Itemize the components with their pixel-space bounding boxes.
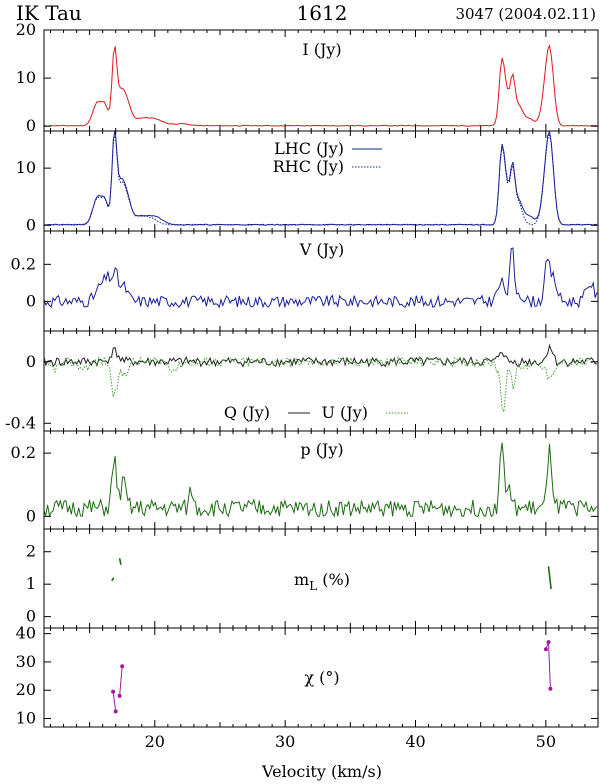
panel-frame-chi xyxy=(43,627,599,728)
y-tick-label-LHC-RHC-1: 10 xyxy=(16,158,36,177)
panel-label-suffix: (%) xyxy=(317,570,350,589)
x-tick-label-0: 20 xyxy=(145,732,165,751)
segment-mL-0 xyxy=(111,577,115,582)
panel-V: 0 0.2 V (Jy) xyxy=(11,230,599,332)
series-line-QU-0 xyxy=(44,343,598,368)
legend-label-0: LHC (Jy) xyxy=(274,139,344,158)
ticks-p xyxy=(44,431,599,529)
x-tick-label-2: 40 xyxy=(405,732,425,751)
x-tick-label-1: 30 xyxy=(275,732,295,751)
x-tick-label-3: 50 xyxy=(536,732,556,751)
y-tick-label-LHC-RHC-0: 0 xyxy=(26,215,36,234)
point-chi-0-1 xyxy=(113,709,118,714)
panel-label-I: I (Jy) xyxy=(302,40,341,59)
series-line-LHC-RHC-0 xyxy=(44,131,598,226)
point-chi-2-0 xyxy=(543,647,548,652)
panel-label-p: p (Jy) xyxy=(300,440,343,459)
series-line-QU-1 xyxy=(44,355,598,414)
y-tick-label-V-0: 0 xyxy=(26,291,36,310)
panel-p: 0 0.2 p (Jy) xyxy=(11,430,599,530)
ticks-V xyxy=(44,231,599,331)
segment-mL-2 xyxy=(547,566,552,590)
y-tick-label-I-2: 20 xyxy=(16,20,36,39)
maser-line: 1612 xyxy=(297,1,348,25)
point-chi-0-0 xyxy=(111,689,116,694)
y-tick-label-I-1: 10 xyxy=(16,68,36,87)
series-line-V-0 xyxy=(44,247,598,309)
point-chi-1-1 xyxy=(120,664,125,669)
x-tick-labels: 20 30 40 50 xyxy=(145,732,556,751)
y-tick-label-chi-1: 20 xyxy=(16,680,36,699)
segment-chi-1 xyxy=(119,666,123,696)
y-tick-label-QU-1: -0.4 xyxy=(5,413,36,432)
legend-label-1: U (Jy) xyxy=(321,403,368,422)
y-tick-label-chi-0: 10 xyxy=(16,709,36,728)
y-tick-label-p-1: 0.2 xyxy=(11,443,36,462)
y-tick-label-I-0: 0 xyxy=(26,116,36,135)
segment-chi-0 xyxy=(112,691,117,712)
y-tick-label-mL-1: 1 xyxy=(26,574,36,593)
segment-mL-1 xyxy=(118,558,122,565)
panel-label-sub: L xyxy=(309,579,317,593)
point-chi-2-2 xyxy=(548,686,553,691)
star-name: IK Tau xyxy=(16,1,82,25)
panel-label-chi: χ (°) xyxy=(304,668,339,687)
x-axis-title: Velocity (km/s) xyxy=(261,762,382,781)
series-line-I-0 xyxy=(44,43,598,127)
panel-label-mL: mL (%) xyxy=(294,570,350,593)
y-tick-label-chi-2: 30 xyxy=(16,652,36,671)
legend-label-0: Q (Jy) xyxy=(224,403,270,422)
panel-I: 0 10 20 I (Jy) xyxy=(16,20,599,135)
y-tick-label-mL-2: 2 xyxy=(26,542,36,561)
panel-chi: 10 20 30 40 χ (°) xyxy=(16,624,599,728)
y-tick-label-V-1: 0.2 xyxy=(11,254,36,273)
ticks-chi xyxy=(44,628,599,727)
ticks-LHC-RHC xyxy=(44,131,599,231)
panel-mL: 0 1 2 mL (%) xyxy=(26,528,599,629)
epoch-label: 3047 (2004.02.11) xyxy=(455,5,596,23)
y-tick-label-QU-0: 0 xyxy=(26,352,36,371)
panel-QU: 0 -0.4 Q (Jy) U (Jy) xyxy=(5,330,599,432)
panel-label-V: V (Jy) xyxy=(299,240,345,259)
y-tick-label-p-0: 0 xyxy=(26,506,36,525)
panel-LHC-RHC: 0 10 LHC (Jy)RHC (Jy) xyxy=(16,130,599,234)
y-tick-label-chi-3: 40 xyxy=(16,624,36,643)
y-tick-label-mL-0: 0 xyxy=(26,607,36,626)
point-chi-1-0 xyxy=(117,693,122,698)
series-line-LHC-RHC-1 xyxy=(44,131,598,226)
legend-label-1: RHC (Jy) xyxy=(273,157,344,176)
point-chi-2-1 xyxy=(546,640,551,645)
ticks-mL xyxy=(44,529,599,628)
series-line-p-0 xyxy=(44,442,598,519)
